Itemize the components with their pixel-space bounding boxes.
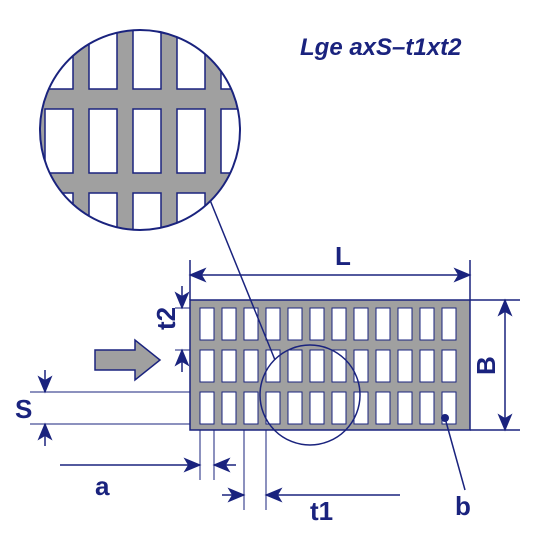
slot <box>420 308 434 340</box>
flow-arrow <box>95 340 160 380</box>
zoom-slot <box>133 193 161 257</box>
slot <box>332 308 346 340</box>
slot <box>222 350 236 382</box>
slot <box>244 350 258 382</box>
label-b: b <box>455 491 471 521</box>
slot <box>222 392 236 424</box>
label-t2: t2 <box>151 307 181 330</box>
zoom-slot <box>1 109 29 173</box>
zoom-slot <box>89 0 117 5</box>
slot <box>200 350 214 382</box>
slot <box>354 392 368 424</box>
slot <box>310 308 324 340</box>
zoom-slot <box>89 109 117 173</box>
slot <box>222 308 236 340</box>
slot <box>310 392 324 424</box>
zoom-slot <box>177 193 205 257</box>
slot <box>288 308 302 340</box>
zoom-slot <box>221 193 249 257</box>
label-a: a <box>95 471 110 501</box>
slot <box>376 350 390 382</box>
zoom-slot <box>1 193 29 257</box>
slot <box>420 392 434 424</box>
slot <box>376 308 390 340</box>
label-B: B <box>471 356 501 375</box>
zoom-slot <box>177 25 205 89</box>
zoom-slot <box>265 193 293 257</box>
slot <box>332 392 346 424</box>
slot <box>266 308 280 340</box>
zoom-slot <box>45 193 73 257</box>
zoom-slot <box>265 109 293 173</box>
formula-title: Lge axS–t1xt2 <box>300 34 462 61</box>
slot <box>244 392 258 424</box>
zoom-slot <box>133 109 161 173</box>
slot <box>398 392 412 424</box>
slot <box>442 308 456 340</box>
slot <box>310 350 324 382</box>
label-S: S <box>15 394 32 424</box>
zoom-slot <box>221 0 249 5</box>
zoom-slot <box>45 109 73 173</box>
slot <box>354 308 368 340</box>
zoom-slot <box>177 0 205 5</box>
zoom-view <box>1 0 293 257</box>
slot <box>442 350 456 382</box>
zoom-slot <box>45 25 73 89</box>
zoom-slot <box>177 109 205 173</box>
label-t1: t1 <box>310 496 333 526</box>
grating-plate <box>190 300 470 430</box>
slot <box>200 308 214 340</box>
slot <box>288 350 302 382</box>
zoom-slot <box>45 0 73 5</box>
slot <box>398 308 412 340</box>
diagram-canvas: Lge axS–t1xt2 b L B S a t1 t2 <box>0 0 550 550</box>
slot <box>376 392 390 424</box>
zoom-slot <box>133 25 161 89</box>
label-L: L <box>335 241 351 271</box>
slot <box>266 392 280 424</box>
slot <box>420 350 434 382</box>
zoom-slot <box>265 25 293 89</box>
slot <box>288 392 302 424</box>
zoom-slot <box>89 193 117 257</box>
slot <box>398 350 412 382</box>
zoom-slot <box>1 0 29 5</box>
slot <box>200 392 214 424</box>
zoom-slot <box>265 0 293 5</box>
zoom-slot <box>1 25 29 89</box>
zoom-slot <box>133 0 161 5</box>
